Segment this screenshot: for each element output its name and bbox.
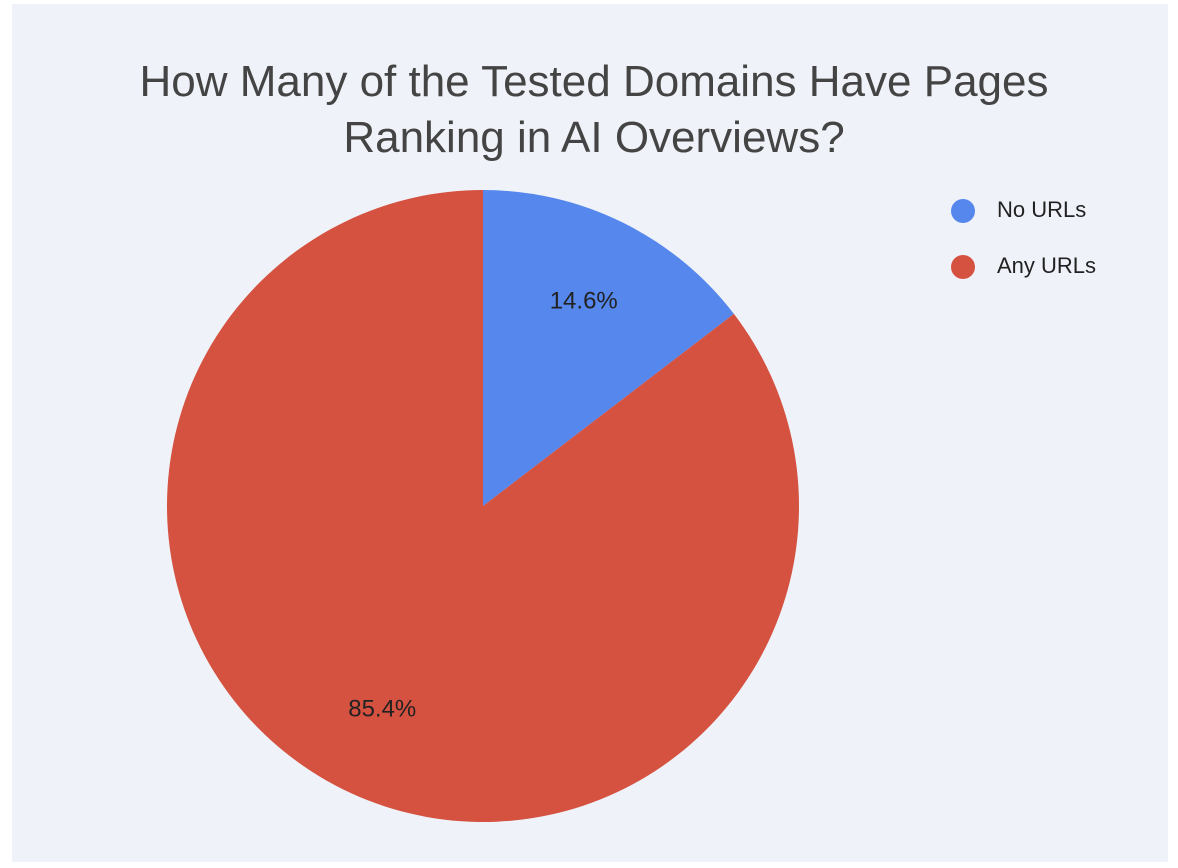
legend-marker <box>951 199 975 223</box>
data-label: 85.4% <box>348 695 416 722</box>
legend-marker <box>951 255 975 279</box>
legend-label: Any URLs <box>997 253 1096 278</box>
data-label: 14.6% <box>550 287 618 314</box>
pie-slice <box>167 190 799 822</box>
pie-slice <box>483 190 734 506</box>
legend-label: No URLs <box>997 197 1086 222</box>
chart-title: How Many of the Tested Domains Have Page… <box>139 57 1049 162</box>
